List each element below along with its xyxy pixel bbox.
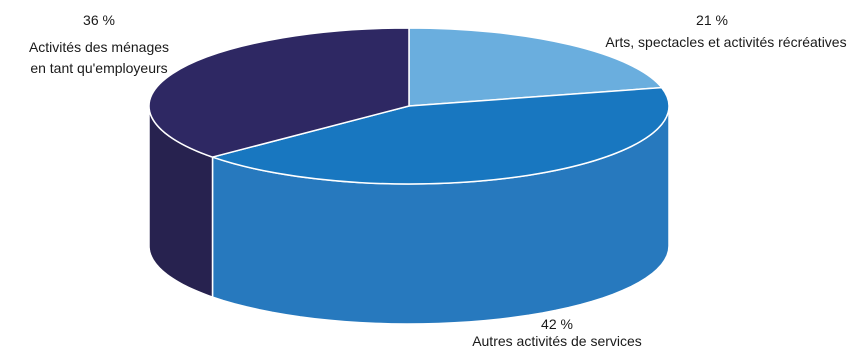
pie-slice-autres-services xyxy=(209,86,670,185)
slice-menages-label-line-1: Activités des ménages xyxy=(29,39,169,55)
slice-menages-label-line-2: en tant qu'employeurs xyxy=(30,60,167,76)
slice-arts-value: 21 % xyxy=(696,12,728,28)
pie-slice-menages xyxy=(148,27,410,158)
slice-autres-label: Autres activités de services xyxy=(472,333,642,349)
slice-arts-label: Arts, spectacles et activités récréative… xyxy=(605,34,846,50)
slice-menages-value: 36 % xyxy=(83,12,115,28)
slice-autres-value: 42 % xyxy=(541,316,573,332)
pie-slice-arts xyxy=(408,27,664,107)
